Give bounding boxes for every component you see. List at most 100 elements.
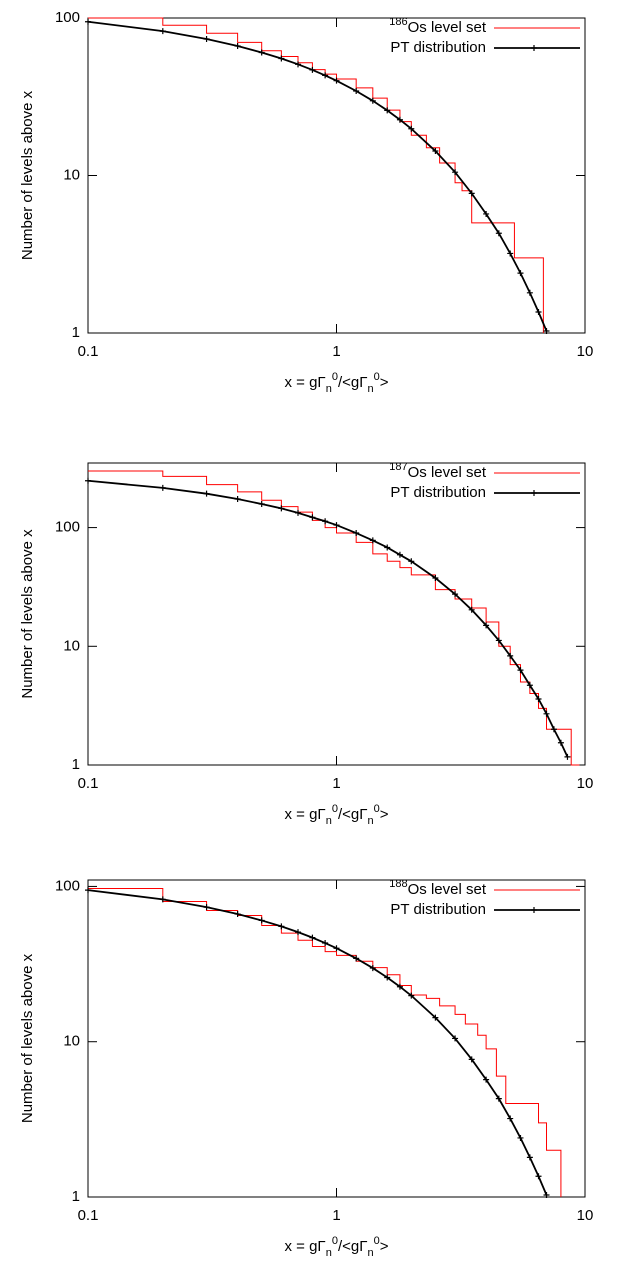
- marker: [550, 726, 557, 733]
- plot-frame: [87, 879, 586, 1198]
- marker: [483, 210, 490, 217]
- x-axis-label-part: n: [367, 815, 373, 827]
- marker: [353, 530, 360, 537]
- curve: [87, 479, 569, 758]
- x-axis-label-part: /<gΓ: [338, 806, 368, 823]
- marker: [517, 667, 524, 674]
- marker: [234, 911, 241, 918]
- marker: [278, 505, 285, 512]
- legend-name: PT distribution: [390, 901, 486, 918]
- x-axis-label-part: 0: [332, 803, 338, 815]
- marker: [526, 682, 533, 689]
- marker: [507, 652, 514, 659]
- x-tick-label: 0.1: [78, 1207, 99, 1224]
- marker: [322, 518, 329, 525]
- marker: [517, 1134, 524, 1141]
- step-line: [88, 17, 544, 333]
- y-axis-label: Number of levels above x: [19, 90, 36, 260]
- x-tick-label: 1: [332, 775, 340, 792]
- x-axis-label-part: 0: [374, 1235, 380, 1247]
- marker: [353, 955, 360, 962]
- marker: [408, 558, 415, 565]
- marker: [495, 637, 502, 644]
- legend-label: PT distribution: [390, 39, 486, 56]
- marker: [203, 904, 210, 911]
- marker: [278, 923, 285, 930]
- marker: [369, 97, 376, 104]
- marker: [526, 1154, 533, 1161]
- x-axis-label-part: 0: [332, 1235, 338, 1247]
- marker: [483, 622, 490, 629]
- marker: [159, 28, 166, 35]
- marker: [543, 327, 550, 334]
- step-line: [88, 470, 580, 766]
- marker: [369, 965, 376, 972]
- legend-name: Os level set: [408, 19, 487, 36]
- marker: [295, 929, 302, 936]
- marker: [384, 107, 391, 114]
- marker: [309, 934, 316, 941]
- x-axis-label-part: x = gΓ: [285, 1238, 326, 1255]
- marker: [353, 87, 360, 94]
- x-axis-label-part: n: [367, 1247, 373, 1259]
- marker: [396, 551, 403, 558]
- marker: [333, 77, 340, 84]
- legend-label: 188Os level set: [389, 878, 487, 898]
- x-axis-label-part: n: [367, 383, 373, 395]
- legend-name: PT distribution: [390, 39, 486, 56]
- marker: [258, 49, 265, 56]
- legend-name: PT distribution: [390, 484, 486, 501]
- marker: [384, 544, 391, 551]
- x-tick-label: 1: [332, 1207, 340, 1224]
- marker: [85, 18, 91, 25]
- marker: [309, 514, 316, 521]
- x-axis-label: x = gΓn0/<gΓn0>: [285, 803, 389, 827]
- marker: [535, 1173, 542, 1180]
- y-tick-label: 100: [55, 877, 80, 894]
- marker: [468, 1056, 475, 1063]
- curve: [87, 889, 548, 1196]
- marker: [507, 1115, 514, 1122]
- marker: [468, 606, 475, 613]
- y-tick-label: 1: [72, 756, 80, 773]
- marker: [159, 896, 166, 903]
- marker: [535, 695, 542, 702]
- marker: [452, 169, 459, 176]
- marker: [517, 270, 524, 277]
- legend-label: PT distribution: [390, 901, 486, 918]
- x-axis-label-part: 0: [374, 371, 380, 383]
- marker: [432, 1014, 439, 1021]
- marker: [203, 35, 210, 42]
- marker: [369, 537, 376, 544]
- x-tick-label: 10: [577, 1207, 594, 1224]
- plot-frame: [87, 462, 586, 766]
- marker: [432, 148, 439, 155]
- marker: [468, 190, 475, 197]
- x-axis-label-part: x = gΓ: [285, 374, 326, 391]
- marker: [295, 509, 302, 516]
- legend-mass-number: 186: [389, 16, 407, 28]
- marker: [295, 61, 302, 68]
- marker: [322, 940, 329, 947]
- marker: [278, 55, 285, 62]
- marker: [408, 992, 415, 999]
- x-axis-label-part: /<gΓ: [338, 1238, 368, 1255]
- marker: [258, 917, 265, 924]
- marker: [452, 1035, 459, 1042]
- marker: [543, 1192, 550, 1199]
- marker: [322, 72, 329, 79]
- x-tick-label: 0.1: [78, 343, 99, 360]
- x-axis-label-part: n: [326, 383, 332, 395]
- marker: [432, 575, 439, 582]
- y-tick-label: 1: [72, 1188, 80, 1205]
- legend-marker: [531, 45, 537, 51]
- x-axis-label-part: /<gΓ: [338, 374, 368, 391]
- legend-marker: [531, 907, 537, 913]
- marker: [452, 591, 459, 598]
- y-tick-label: 10: [63, 166, 80, 183]
- marker: [526, 289, 533, 296]
